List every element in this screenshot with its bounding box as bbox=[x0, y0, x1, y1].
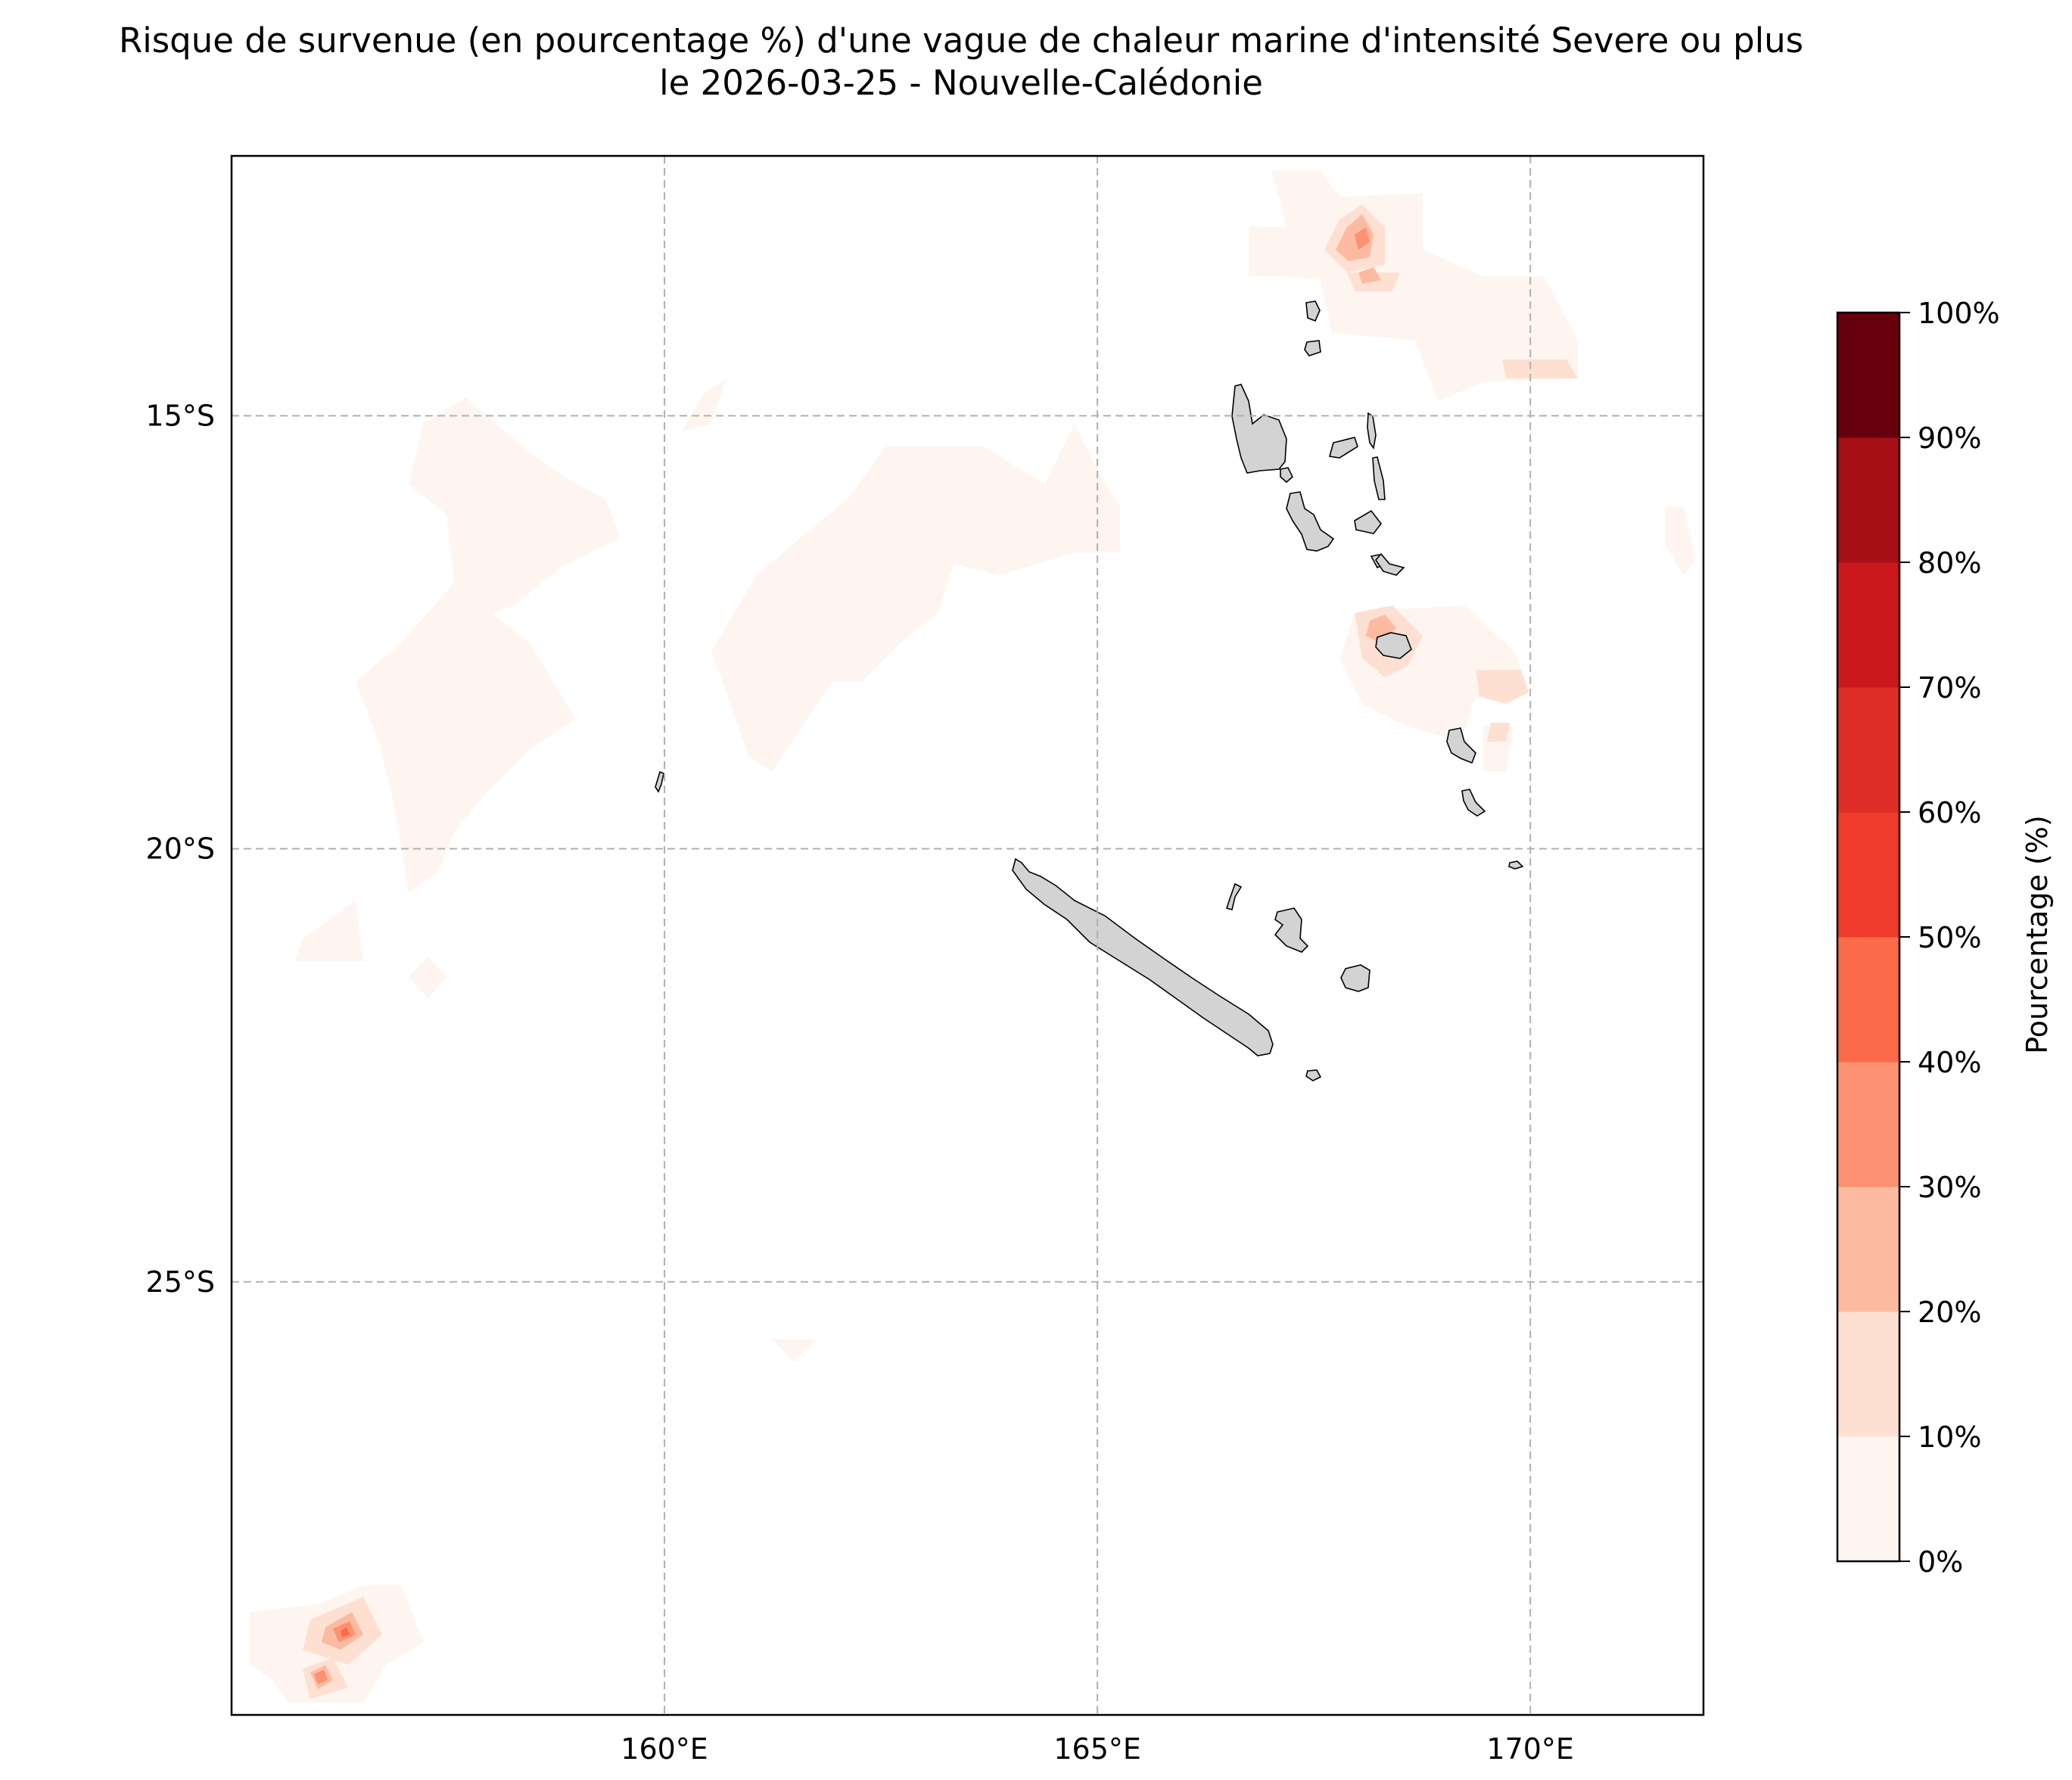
malo-island bbox=[1280, 467, 1293, 484]
lon-tick-label: 170°E bbox=[1486, 1732, 1574, 1766]
colorbar-tick-label: 0% bbox=[1918, 1545, 1963, 1579]
colorbar-tick-label: 30% bbox=[1918, 1171, 1981, 1204]
torres-island bbox=[1305, 300, 1321, 322]
title-line-2: le 2026-03-25 - Nouvelle-Calédonie bbox=[659, 63, 1263, 103]
ambrym-island bbox=[1354, 509, 1383, 534]
colorbar-tick-label: 70% bbox=[1918, 671, 1981, 705]
maewo-island bbox=[1367, 412, 1377, 450]
colorbar-tick-label: 60% bbox=[1918, 796, 1981, 829]
colorbar-tick-label: 40% bbox=[1918, 1046, 1981, 1079]
lifou-island bbox=[1274, 907, 1309, 953]
lat-tick-label: 25°S bbox=[146, 1265, 215, 1299]
colorbar: 0% 10% 20% 30% 40% 50% 60% 70% 80% 90% 100% bbox=[1836, 297, 2000, 1579]
title-line-1: Risque de survenue (en pourcentage %) d'… bbox=[118, 20, 1804, 61]
colorbar-tick-label: 10% bbox=[1918, 1421, 1981, 1454]
colorbar-bin bbox=[1837, 437, 1899, 563]
risk-contours bbox=[250, 170, 1695, 1703]
colorbar-bin bbox=[1837, 1062, 1899, 1187]
malekula-island bbox=[1286, 491, 1335, 552]
espiritu-santo-island bbox=[1231, 384, 1287, 474]
colorbar-bin bbox=[1837, 1187, 1899, 1312]
colorbar-bin bbox=[1837, 1312, 1899, 1437]
lat-tick-label: 15°S bbox=[146, 399, 215, 432]
colorbar-bin bbox=[1837, 313, 1899, 438]
ouvea-island bbox=[1225, 882, 1243, 910]
colorbar-bin bbox=[1837, 562, 1899, 688]
colorbar-label: Pourcentage (%) bbox=[2021, 815, 2054, 1054]
efate-island bbox=[1374, 552, 1405, 576]
chesterfield-island bbox=[655, 770, 664, 793]
banks-island bbox=[1304, 340, 1321, 356]
colorbar-tick-label: 20% bbox=[1918, 1296, 1981, 1329]
new-caledonia-island bbox=[1012, 857, 1274, 1056]
colorbar-tick-label: 100% bbox=[1918, 297, 2000, 330]
colorbar-bin bbox=[1837, 937, 1899, 1063]
map-title: Risque de survenue (en pourcentage %) d'… bbox=[0, 20, 1922, 104]
erromango-island bbox=[1375, 632, 1412, 659]
isle-of-pines bbox=[1305, 1069, 1322, 1081]
matthew-island bbox=[1508, 860, 1524, 870]
gridlines bbox=[232, 156, 1703, 1715]
tick-labels: 160°E 165°E 170°E 15°S 20°S 25°S bbox=[146, 399, 1574, 1766]
lon-tick-label: 160°E bbox=[621, 1732, 708, 1766]
colorbar-tick-label: 50% bbox=[1918, 921, 1981, 954]
risk-zone-40-50 bbox=[341, 1627, 350, 1637]
pentecost-island bbox=[1372, 456, 1386, 500]
colorbar-tick-label: 80% bbox=[1918, 546, 1981, 580]
colorbar-tick-label: 90% bbox=[1918, 422, 1981, 455]
risk-zone-0-10 bbox=[250, 170, 1695, 1703]
tanna-island bbox=[1446, 727, 1476, 764]
colorbar-bin bbox=[1837, 687, 1899, 813]
colorbar-bin bbox=[1837, 812, 1899, 938]
land-areas bbox=[655, 300, 1524, 1081]
mare-island bbox=[1340, 964, 1370, 992]
lon-tick-label: 165°E bbox=[1053, 1732, 1141, 1766]
colorbar-bin bbox=[1837, 1436, 1899, 1562]
lat-tick-label: 20°S bbox=[146, 832, 215, 866]
map-frame bbox=[230, 154, 1705, 1716]
aneityum-island bbox=[1461, 789, 1486, 817]
ambae-island bbox=[1328, 437, 1358, 459]
